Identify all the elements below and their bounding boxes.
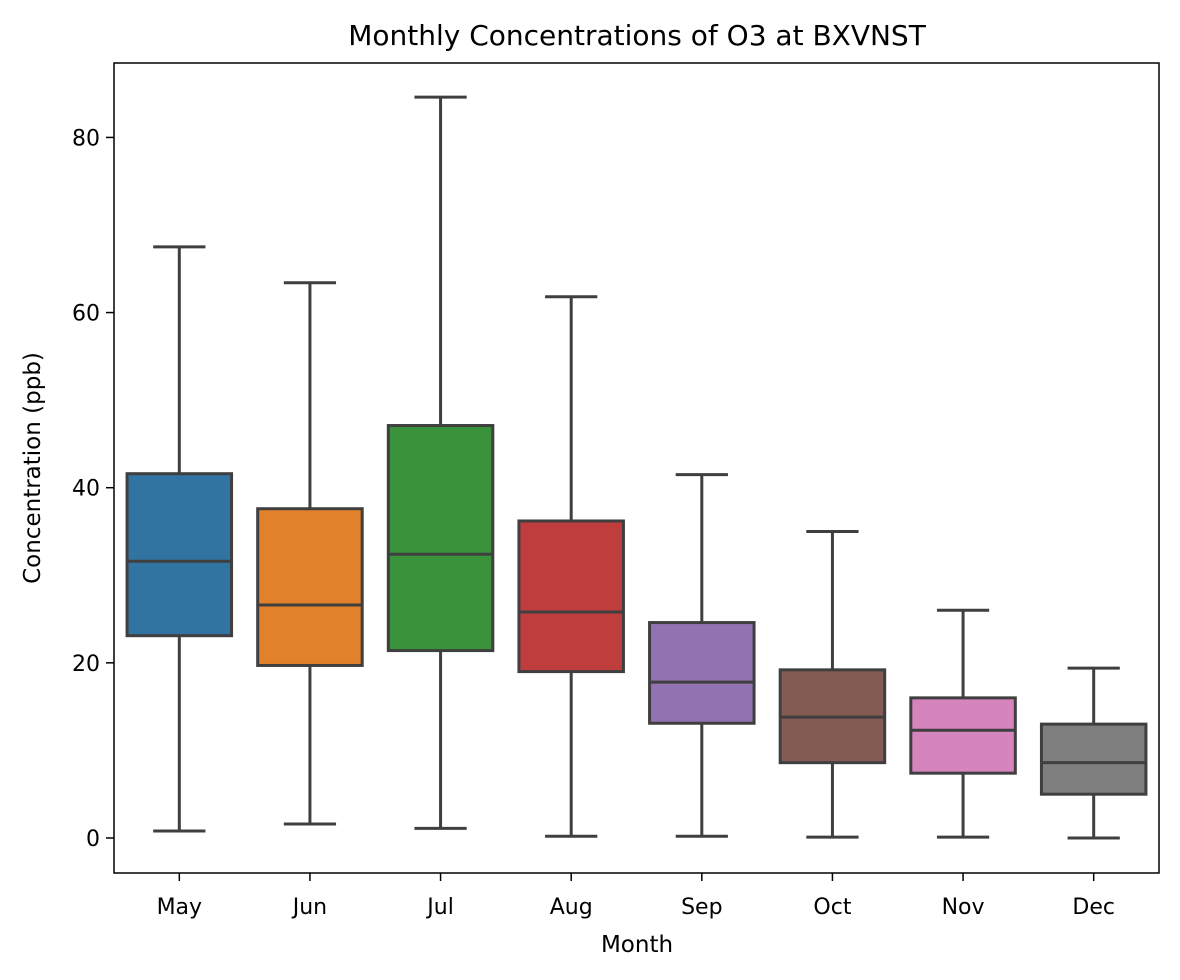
- x-tick-label-oct: Oct: [813, 895, 851, 920]
- box-oct: [778, 529, 887, 839]
- box-aug: [517, 295, 625, 838]
- iqr-box: [517, 519, 625, 674]
- y-tick-label: 0: [86, 827, 100, 852]
- x-tick-label-nov: Nov: [942, 895, 985, 920]
- x-tick-label-jul: Jul: [425, 895, 454, 920]
- y-tick-label: 20: [72, 652, 100, 677]
- x-tick-label-may: May: [157, 895, 202, 920]
- x-tick-label-aug: Aug: [550, 895, 593, 920]
- iqr-box: [648, 621, 756, 725]
- box-series: [125, 95, 1148, 840]
- y-tick-label: 80: [72, 126, 100, 151]
- iqr-box: [256, 507, 364, 667]
- x-axis-label: Month: [601, 932, 673, 958]
- y-axis-label: Concentration (ppb): [20, 352, 46, 584]
- y-tick-label: 40: [72, 477, 100, 502]
- box-jul: [386, 95, 495, 830]
- iqr-box: [1039, 722, 1148, 796]
- box-may: [125, 245, 234, 833]
- iqr-box: [909, 696, 1017, 775]
- box-dec: [1039, 666, 1148, 840]
- x-tick-label-sep: Sep: [681, 895, 722, 920]
- iqr-box: [386, 424, 495, 653]
- y-axis: 0 20 40 60 80: [72, 126, 114, 852]
- box-nov: [909, 608, 1017, 839]
- x-tick-label-dec: Dec: [1072, 895, 1115, 920]
- x-axis: May Jun Jul Aug Sep Oct Nov Dec: [157, 873, 1115, 920]
- chart-title: Monthly Concentrations of O3 at BXVNST: [348, 19, 927, 52]
- iqr-box: [125, 472, 234, 638]
- x-tick-label-jun: Jun: [291, 895, 327, 920]
- y-tick-label: 60: [72, 302, 100, 327]
- plot-area-frame: [113, 62, 1160, 874]
- box-sep: [648, 473, 756, 838]
- box-jun: [256, 281, 364, 826]
